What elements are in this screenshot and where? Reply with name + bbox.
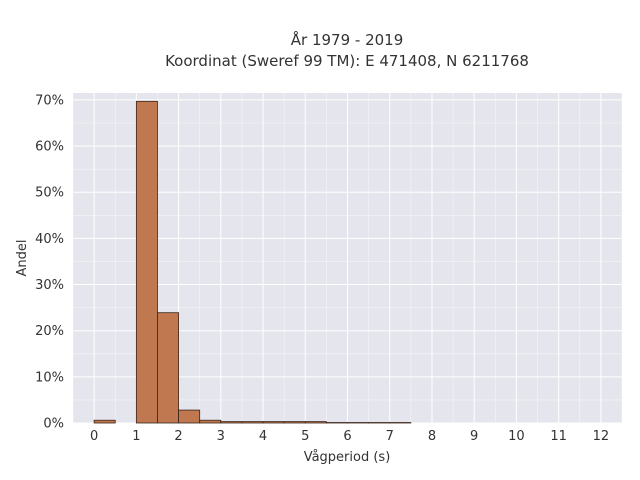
y-axis-label: Andel xyxy=(15,240,30,277)
histogram-bar xyxy=(304,421,327,424)
x-axis-ticks: 0 1 2 3 4 5 6 7 8 9 10 11 12 xyxy=(90,429,609,444)
x-tick-label: 0 xyxy=(90,429,98,444)
x-tick-label: 12 xyxy=(593,429,610,444)
histogram-bar xyxy=(283,421,306,424)
y-tick-label: 0% xyxy=(43,417,64,432)
x-tick-label: 11 xyxy=(550,429,567,444)
histogram-bars xyxy=(93,100,412,424)
histogram-bar xyxy=(135,100,158,424)
x-tick-label: 10 xyxy=(508,429,525,444)
x-tick-label: 3 xyxy=(217,429,225,444)
histogram-bar xyxy=(220,421,243,424)
histogram-bar xyxy=(241,421,264,424)
y-tick-label: 50% xyxy=(35,186,64,201)
x-tick-label: 4 xyxy=(259,429,267,444)
x-tick-label: 9 xyxy=(470,429,478,444)
y-axis-ticks: 0% 10% 20% 30% 40% 50% 60% 70% xyxy=(35,93,64,431)
chart-title: År 1979 - 2019 xyxy=(291,30,404,49)
chart-subtitle: Koordinat (Sweref 99 TM): E 471408, N 62… xyxy=(165,52,529,70)
histogram-bar xyxy=(178,409,201,424)
x-tick-label: 6 xyxy=(343,429,351,444)
x-tick-label: 7 xyxy=(386,429,394,444)
y-tick-label: 60% xyxy=(35,140,64,155)
y-tick-label: 20% xyxy=(35,324,64,339)
histogram-bar xyxy=(157,312,179,424)
histogram-bar xyxy=(199,419,222,424)
histogram-bar xyxy=(262,421,285,424)
x-axis-label: Vågperiod (s) xyxy=(304,450,391,465)
y-tick-label: 10% xyxy=(35,370,64,385)
x-tick-label: 1 xyxy=(132,429,140,444)
x-tick-label: 5 xyxy=(301,429,309,444)
x-tick-label: 8 xyxy=(428,429,436,444)
histogram-bar xyxy=(93,419,116,424)
y-tick-label: 30% xyxy=(35,278,64,293)
y-tick-label: 40% xyxy=(35,232,64,247)
y-tick-label: 70% xyxy=(35,93,64,108)
x-tick-label: 2 xyxy=(174,429,182,444)
x-gridlines xyxy=(72,93,623,423)
